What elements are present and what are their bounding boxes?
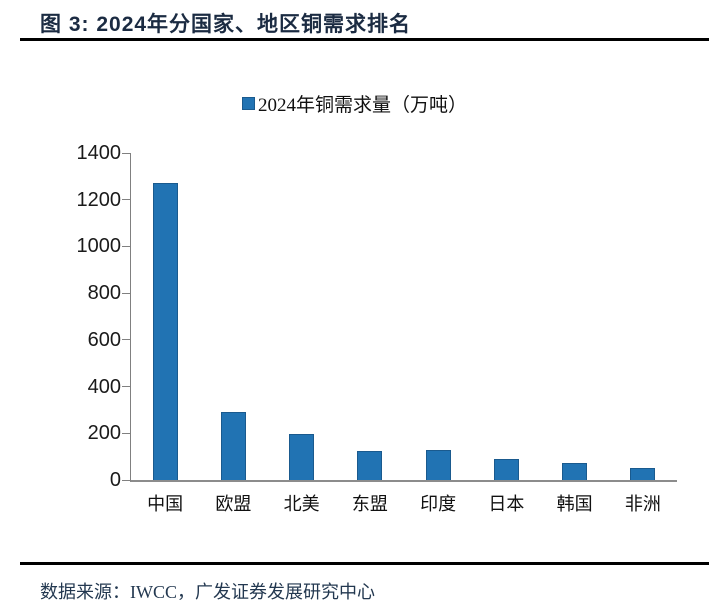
y-axis-tick-label: 600 — [87, 328, 121, 351]
bar-非洲 — [630, 468, 656, 480]
bar-中国 — [152, 183, 178, 480]
y-axis-tick-label: 1200 — [76, 188, 122, 211]
chart-legend: 2024年铜需求量（万吨） — [0, 90, 709, 117]
y-axis-tick-label: 800 — [87, 282, 121, 305]
bar-北美 — [289, 434, 315, 480]
bar-东盟 — [357, 451, 383, 480]
x-axis-label-中国: 中国 — [147, 494, 184, 514]
y-axis-tick-label: 1400 — [76, 142, 122, 164]
y-axis-tick-label: 0 — [109, 469, 121, 491]
bar-欧盟 — [220, 412, 246, 480]
x-axis-label-东盟: 东盟 — [351, 494, 388, 514]
bar-韩国 — [562, 463, 588, 480]
data-source-note: 数据来源：IWCC，广发证券发展研究中心 — [40, 582, 375, 602]
y-axis-tick — [122, 339, 130, 341]
y-axis-tick — [122, 292, 130, 294]
y-axis-tick — [122, 152, 130, 154]
x-axis-label-韩国: 韩国 — [556, 494, 593, 514]
bar-印度 — [425, 450, 451, 480]
y-axis-tick — [122, 386, 130, 388]
x-axis-label-日本: 日本 — [488, 494, 525, 514]
y-axis-tick-label: 200 — [87, 422, 121, 445]
x-axis-label-印度: 印度 — [420, 494, 457, 514]
y-axis-tick — [122, 245, 130, 247]
y-axis-tick — [122, 199, 130, 201]
title-divider-line — [20, 38, 709, 41]
legend-swatch-icon — [241, 97, 255, 110]
legend-label: 2024年铜需求量（万吨） — [257, 95, 467, 116]
y-axis-tick-label: 400 — [87, 375, 121, 398]
x-axis-label-非洲: 非洲 — [624, 494, 661, 514]
figure-title: 图 3: 2024年分国家、地区铜需求排名 — [40, 13, 412, 36]
y-axis-tick — [122, 432, 130, 434]
x-axis-label-欧盟: 欧盟 — [215, 494, 252, 514]
source-divider-line — [20, 562, 709, 565]
y-axis-tick-label: 1000 — [76, 235, 122, 258]
bar-日本 — [493, 459, 519, 480]
x-axis-label-北美: 北美 — [283, 494, 320, 514]
y-axis-tick — [122, 479, 130, 481]
bar-chart-plot-area: 0 200 400 600 800 1000 1200 1400 中国 欧盟 北美 东盟 印度 日本 韩国 非… — [77, 143, 677, 514]
